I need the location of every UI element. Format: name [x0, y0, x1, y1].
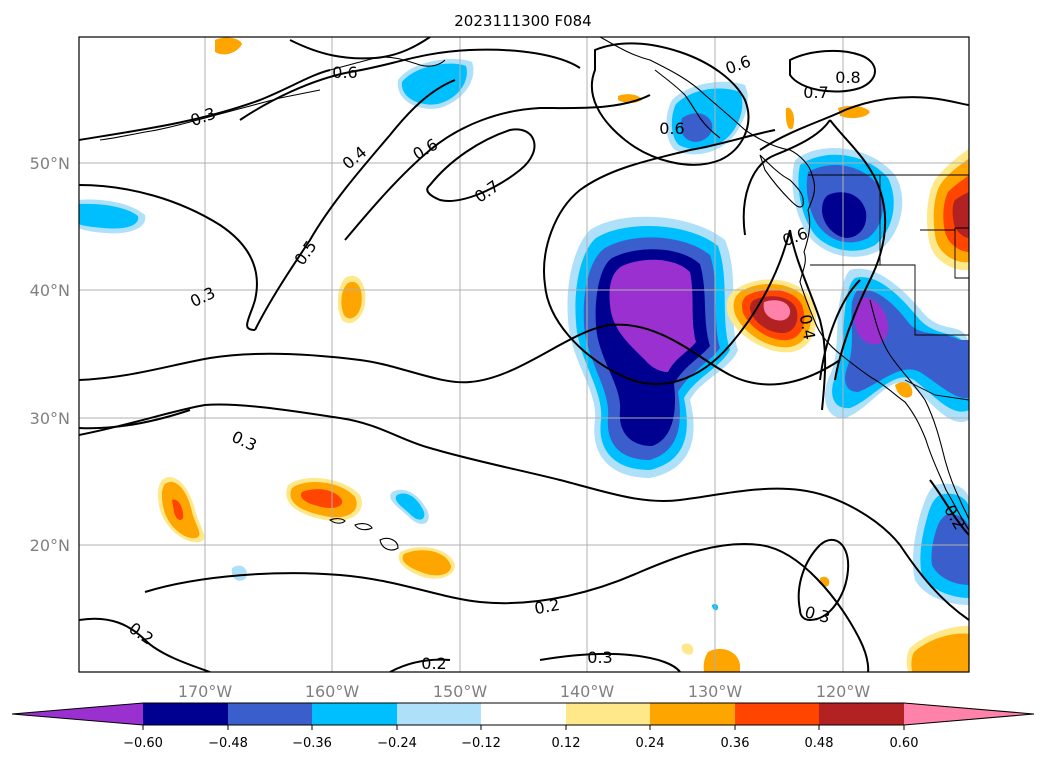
contour-label: 0.2	[421, 654, 446, 673]
colorbar-tick-label: −0.60	[123, 736, 163, 751]
lon-label: 160°W	[305, 682, 360, 701]
colorbar-segment	[735, 703, 819, 725]
lat-label: 40°N	[30, 281, 70, 300]
longitude-labels: 170°W 160°W 150°W 140°W 130°W 120°W	[178, 682, 871, 701]
contour-lines	[79, 37, 969, 672]
map-title: 2023111300 F084	[454, 12, 591, 30]
contour-label: 0.6	[659, 119, 684, 138]
colorbar-tick-label: −0.24	[377, 736, 417, 751]
colorbar-high-extend	[904, 703, 1034, 725]
colorbar-segment	[650, 703, 735, 725]
colorbar-tick-label: 0.36	[721, 736, 750, 751]
colorbar-segment	[228, 703, 312, 725]
contour-label: 0.7	[803, 83, 828, 102]
colorbar-ticks	[142, 725, 905, 730]
lon-label: 140°W	[560, 682, 615, 701]
contour-label: 0.6	[332, 63, 357, 82]
colorbar-low-extend	[12, 703, 143, 725]
colorbar-tick-label: 0.60	[890, 736, 919, 751]
colorbar-segment	[481, 703, 566, 725]
lat-label: 50°N	[30, 154, 70, 173]
negative-blob-alaska	[666, 81, 748, 155]
lon-label: 170°W	[178, 682, 233, 701]
colorbar-tick-label: 0.24	[636, 736, 665, 751]
coastlines	[99, 37, 969, 551]
lat-label: 30°N	[30, 409, 70, 428]
plot-frame	[78, 36, 970, 673]
colorbar-segment	[819, 703, 904, 725]
contour-label: 0.8	[835, 68, 860, 87]
colorbar-tick-label: 0.48	[805, 736, 834, 751]
plot-area	[79, 37, 969, 672]
positive-blob-ca	[726, 279, 817, 353]
negative-blob-central	[567, 216, 738, 478]
colorbar-segment	[143, 703, 228, 725]
lon-label: 120°W	[816, 682, 871, 701]
colorbar-tick-label: −0.48	[208, 736, 248, 751]
negative-blob-coast	[825, 268, 969, 422]
contour-label: 0.4	[796, 313, 819, 341]
colorbar: −0.60 −0.48 −0.36 −0.24 −0.12 0.12 0.24 …	[11, 702, 1035, 751]
colorbar-segment	[566, 703, 650, 725]
state-borders	[808, 174, 969, 401]
colorbar-segment	[312, 703, 397, 725]
latitude-labels: 50°N 40°N 30°N 20°N	[30, 154, 70, 555]
colorbar-segment	[397, 703, 481, 725]
contour-label: 0.3	[587, 648, 612, 667]
shaded-fields	[79, 37, 969, 672]
lon-label: 150°W	[433, 682, 488, 701]
colorbar-tick-label: 0.12	[552, 736, 581, 751]
lat-label: 20°N	[30, 536, 70, 555]
colorbar-tick-label: −0.36	[292, 736, 332, 751]
colorbar-tick-label: −0.12	[461, 736, 501, 751]
lon-label: 130°W	[688, 682, 743, 701]
contour-label: 0.2	[533, 595, 561, 618]
